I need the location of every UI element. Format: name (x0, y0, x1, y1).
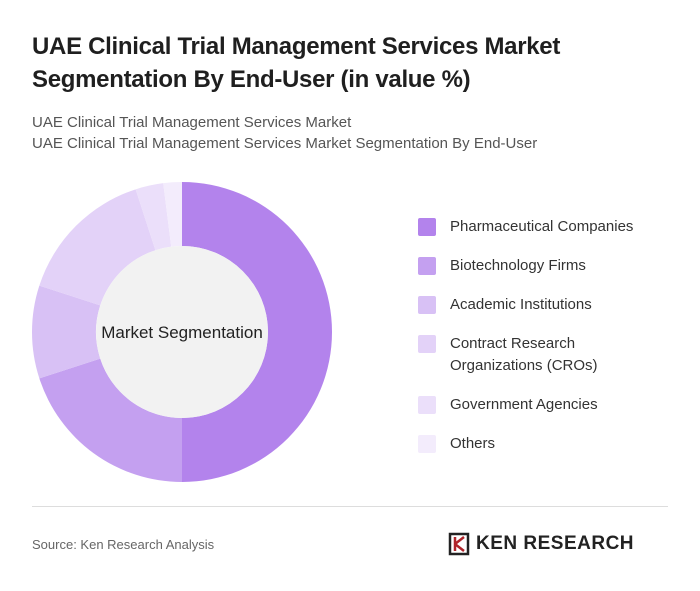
separator (32, 506, 668, 507)
legend-label: Academic Institutions (450, 296, 592, 313)
legend-swatch (418, 335, 436, 353)
legend-label: Contract Research Organizations (CROs) (450, 335, 598, 374)
title: UAE Clinical Trial Management Services M… (32, 33, 561, 93)
legend-item: Others (418, 433, 658, 455)
center-label: Market Segmentation (101, 323, 263, 342)
donut-segment (182, 182, 332, 482)
donut-segment (39, 358, 182, 482)
subtitle: UAE Clinical Trial Management Services M… (32, 114, 352, 131)
legend-item: Government Agencies (418, 394, 658, 416)
legend-swatch (418, 257, 436, 275)
donut-center (96, 246, 268, 418)
logo: KEN RESEARCH (448, 532, 634, 556)
subtitle: UAE Clinical Trial Management Services M… (32, 135, 538, 152)
legend-label: Biotechnology Firms (450, 257, 586, 274)
logo-icon (448, 532, 470, 556)
legend-label: Government Agencies (450, 396, 598, 413)
legend-item: Academic Institutions (418, 294, 658, 316)
legend-label: Others (450, 435, 496, 452)
legend-item: Biotechnology Firms (418, 255, 658, 277)
donut-chart: Market Segmentation (32, 182, 332, 482)
donut-segment (163, 182, 182, 247)
legend-item: Pharmaceutical Companies (418, 216, 658, 238)
source: Source: Ken Research Analysis (32, 537, 215, 552)
legend-item: Contract Research Organizations (CROs) (418, 333, 658, 377)
legend-swatch (418, 396, 436, 414)
logo-text: KEN RESEARCH (476, 533, 635, 554)
legend-swatch (418, 296, 436, 314)
donut-segment (39, 189, 156, 306)
legend-label: Pharmaceutical Companies (450, 218, 634, 235)
legend-swatch (418, 435, 436, 453)
donut-segment (32, 285, 101, 379)
donut-segment (135, 183, 172, 251)
legend-swatch (418, 218, 436, 236)
